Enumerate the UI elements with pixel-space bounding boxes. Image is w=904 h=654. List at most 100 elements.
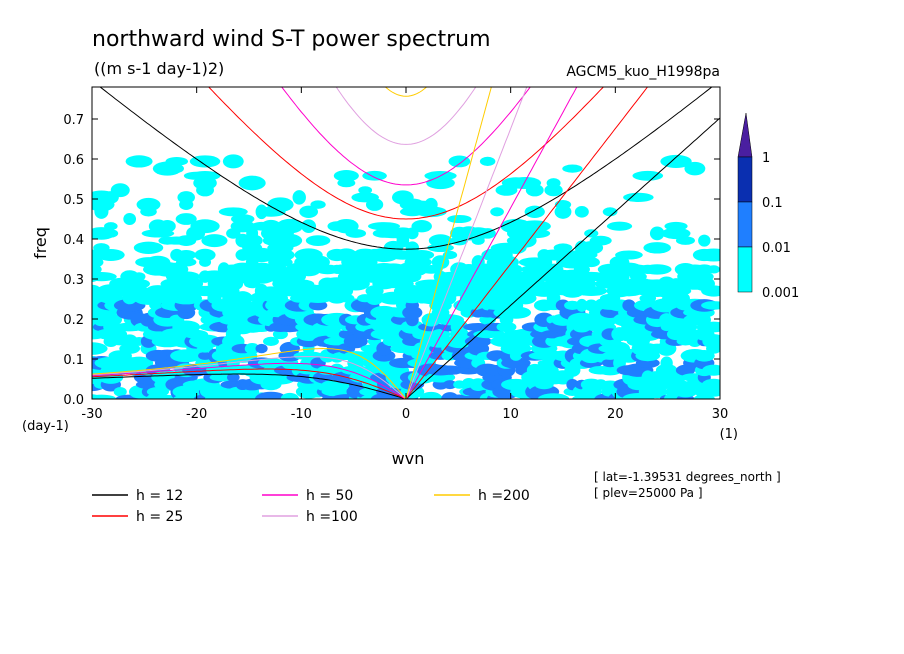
y-tick-label: 0.6 — [63, 153, 84, 168]
power-patch — [661, 227, 691, 240]
power-patch — [189, 350, 203, 361]
power-patch — [684, 161, 706, 176]
power-patch — [524, 205, 545, 218]
legend-label-h25: h = 25 — [136, 509, 183, 525]
y-axis-ticks: 0.0 0.1 0.2 0.3 0.4 0.5 0.6 0.7 — [63, 113, 720, 408]
power-patch — [99, 313, 123, 327]
y-tick-label: 0.7 — [63, 113, 84, 128]
power-patch — [447, 214, 472, 224]
power-patch — [643, 242, 671, 254]
power-patch — [362, 170, 387, 181]
legend: h = 12 h = 25 h = 50 h =100 h =200 — [92, 488, 530, 525]
ig-curve — [281, 87, 531, 186]
x-tick-label: -20 — [186, 407, 207, 422]
legend-label-h100: h =100 — [306, 509, 358, 525]
kelvin-curve — [405, 87, 578, 399]
power-patch — [698, 234, 711, 247]
power-patch — [201, 234, 228, 248]
power-patch — [231, 214, 255, 224]
power-patch — [602, 207, 618, 217]
power-patch — [537, 393, 570, 399]
power-patch — [132, 272, 146, 281]
power-patch — [110, 183, 130, 198]
power-patch — [702, 364, 720, 376]
legend-label-h200: h =200 — [478, 488, 530, 504]
power-patch — [299, 205, 319, 218]
power-shading — [92, 154, 720, 399]
x-tick-label: -10 — [291, 407, 312, 422]
power-patch — [582, 257, 600, 268]
power-patch — [128, 279, 151, 289]
legend-label-h50: h = 50 — [306, 488, 353, 504]
y-tick-label: 0.4 — [63, 233, 84, 248]
ig-curve — [335, 87, 477, 145]
power-patch — [345, 228, 367, 238]
x-axis-unit: (1) — [720, 427, 738, 442]
power-patch — [500, 306, 532, 319]
power-patch — [544, 184, 563, 197]
colorbar-band-0.1 — [737, 156, 753, 203]
power-patch — [175, 213, 197, 225]
power-patch — [409, 250, 435, 260]
colorbar: 1 0.1 0.01 0.001 — [737, 112, 799, 301]
power-patch — [701, 378, 720, 391]
power-patch — [263, 336, 279, 346]
power-patch — [525, 183, 544, 197]
power-patch — [606, 221, 633, 231]
power-patch — [255, 343, 268, 354]
power-patch — [238, 175, 266, 191]
power-patch — [323, 337, 351, 346]
colorbar-label-1: 1 — [762, 151, 770, 166]
rossby-curve — [92, 362, 407, 399]
colorbar-label-0.1: 0.1 — [762, 196, 783, 211]
power-patch — [189, 170, 221, 181]
colorbar-label-0.01: 0.01 — [762, 241, 791, 256]
power-patch — [308, 300, 328, 311]
ig-curve — [99, 87, 713, 250]
power-patch — [279, 285, 301, 297]
power-patch — [92, 271, 117, 282]
power-patch — [567, 312, 596, 327]
power-patch — [707, 265, 720, 274]
dispersion-curves — [92, 87, 720, 399]
power-patch — [649, 226, 665, 241]
power-patch — [574, 206, 589, 218]
chart-units: ((m s-1 day-1)2) — [94, 59, 224, 78]
latitude-note: [ lat=-1.39531 degrees_north ] — [594, 470, 781, 484]
y-axis-label: freq — [31, 227, 50, 259]
power-patch — [509, 264, 523, 275]
power-patch — [697, 248, 720, 262]
power-patch — [448, 155, 471, 168]
power-patch — [701, 285, 720, 297]
x-axis-ticks: -30 -20 -10 0 10 20 30 — [81, 87, 728, 422]
power-patch — [292, 190, 306, 205]
colorbar-band-0.01 — [737, 201, 753, 248]
power-patch — [694, 271, 714, 282]
power-patch — [419, 391, 443, 399]
power-patch — [455, 365, 482, 375]
power-patch — [257, 357, 285, 369]
x-axis-label: wvn — [392, 449, 425, 468]
power-patch — [96, 248, 125, 262]
pressure-level-note: [ plev=25000 Pa ] — [594, 486, 703, 500]
x-tick-label: -30 — [81, 407, 102, 422]
power-patch — [321, 387, 353, 397]
chart-title: northward wind S-T power spectrum — [92, 27, 491, 52]
power-patch — [490, 207, 504, 217]
power-patch — [246, 226, 259, 241]
power-patch — [518, 220, 551, 233]
power-patch — [175, 257, 197, 267]
power-patch — [450, 319, 469, 335]
ig-curve — [208, 87, 605, 220]
power-patch — [244, 342, 260, 355]
power-patch — [177, 191, 195, 204]
power-patch — [92, 394, 117, 399]
power-patch — [575, 298, 588, 312]
colorbar-extend-triangle — [737, 112, 753, 158]
power-patch — [123, 212, 137, 226]
power-patch — [701, 321, 720, 333]
power-patch — [575, 285, 608, 297]
power-patch — [277, 233, 303, 248]
power-patch — [479, 156, 496, 167]
